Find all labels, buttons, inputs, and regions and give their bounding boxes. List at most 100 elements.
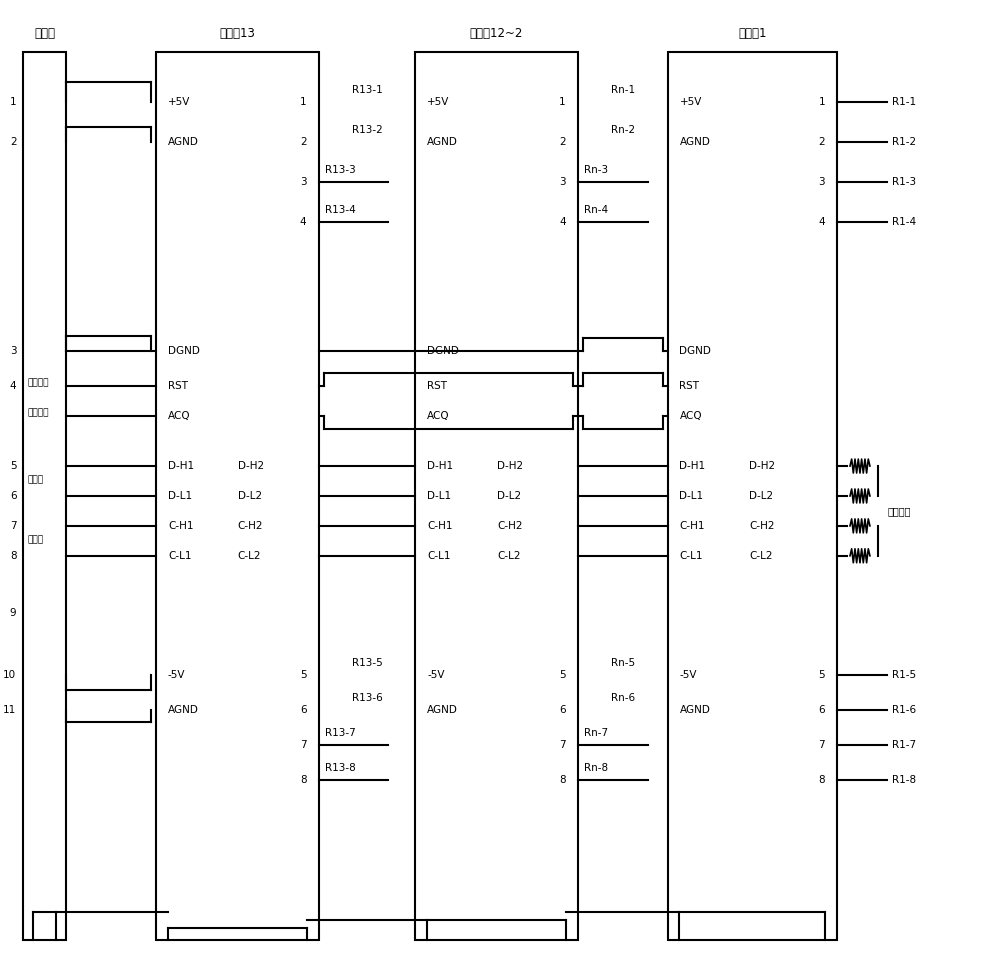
Text: C-L1: C-L1 (679, 551, 703, 561)
Text: 3: 3 (559, 177, 566, 186)
Text: R1-5: R1-5 (892, 670, 916, 681)
Text: 采集板1: 采集板1 (738, 27, 767, 40)
Text: 2: 2 (10, 137, 16, 147)
Text: 6: 6 (818, 705, 825, 716)
Text: 1: 1 (10, 97, 16, 107)
Text: 4: 4 (818, 217, 825, 227)
Text: 7: 7 (10, 520, 16, 531)
Text: 7: 7 (818, 740, 825, 751)
Text: 2: 2 (818, 137, 825, 147)
Text: Rn-6: Rn-6 (611, 693, 635, 703)
Text: 3: 3 (300, 177, 307, 186)
Text: R13-3: R13-3 (325, 165, 355, 175)
Text: R13-7: R13-7 (325, 728, 355, 738)
Text: -5V: -5V (679, 670, 697, 681)
Text: 2: 2 (300, 137, 307, 147)
Text: +5V: +5V (168, 97, 190, 107)
Text: 5: 5 (10, 461, 16, 471)
Text: C-H1: C-H1 (168, 520, 193, 531)
Text: R13-6: R13-6 (352, 693, 382, 703)
Text: 10: 10 (3, 670, 16, 681)
Text: 5: 5 (818, 670, 825, 681)
Text: D-L1: D-L1 (168, 491, 192, 501)
Text: C-H2: C-H2 (497, 520, 523, 531)
Text: 11: 11 (3, 705, 16, 716)
Text: 采集信号: 采集信号 (27, 409, 49, 418)
Text: 1: 1 (818, 97, 825, 107)
Text: 8: 8 (818, 775, 825, 786)
Text: R13-2: R13-2 (352, 125, 382, 135)
Text: Rn-1: Rn-1 (611, 85, 635, 95)
Text: Rn-8: Rn-8 (584, 763, 608, 773)
Text: 2: 2 (559, 137, 566, 147)
Text: 3: 3 (818, 177, 825, 186)
Text: C-L2: C-L2 (238, 551, 261, 561)
Text: RST: RST (168, 382, 188, 391)
Text: ACQ: ACQ (679, 411, 702, 421)
Text: Rn-3: Rn-3 (584, 165, 608, 175)
Text: R1-1: R1-1 (892, 97, 916, 107)
Text: D-H1: D-H1 (679, 461, 706, 471)
Text: 4: 4 (10, 382, 16, 391)
Text: +5V: +5V (679, 97, 702, 107)
Text: D-H1: D-H1 (427, 461, 453, 471)
Text: 7: 7 (559, 740, 566, 751)
Text: D-L1: D-L1 (679, 491, 704, 501)
Text: C-L1: C-L1 (427, 551, 451, 561)
Text: 8: 8 (300, 775, 307, 786)
Text: 采集板12~2: 采集板12~2 (470, 27, 523, 40)
Text: +5V: +5V (427, 97, 450, 107)
Text: DGND: DGND (679, 347, 711, 356)
Text: 4: 4 (300, 217, 307, 227)
Text: D-H2: D-H2 (497, 461, 523, 471)
Text: DGND: DGND (168, 347, 200, 356)
Text: RST: RST (427, 382, 447, 391)
Text: ACQ: ACQ (168, 411, 191, 421)
Text: AGND: AGND (679, 137, 710, 147)
Text: C-L2: C-L2 (497, 551, 521, 561)
Text: 控制板: 控制板 (34, 27, 55, 40)
Text: 4: 4 (559, 217, 566, 227)
Text: D-L1: D-L1 (427, 491, 451, 501)
Text: R1-7: R1-7 (892, 740, 916, 751)
Text: 9: 9 (10, 608, 16, 618)
Text: C-H1: C-H1 (427, 520, 453, 531)
Text: AGND: AGND (168, 137, 199, 147)
Text: C-H2: C-H2 (238, 520, 263, 531)
Text: Rn-2: Rn-2 (611, 125, 635, 135)
Text: C-L1: C-L1 (168, 551, 191, 561)
Text: C-L2: C-L2 (749, 551, 773, 561)
Text: AGND: AGND (168, 705, 199, 716)
Text: -5V: -5V (168, 670, 185, 681)
Text: DGND: DGND (427, 347, 459, 356)
Text: D-L2: D-L2 (749, 491, 773, 501)
Text: 3: 3 (10, 347, 16, 356)
Text: R13-4: R13-4 (325, 205, 355, 215)
Text: D-H1: D-H1 (168, 461, 194, 471)
Text: R1-3: R1-3 (892, 177, 916, 186)
Text: Rn-7: Rn-7 (584, 728, 608, 738)
Text: Rn-4: Rn-4 (584, 205, 608, 215)
Text: C-H2: C-H2 (749, 520, 775, 531)
Text: 5: 5 (300, 670, 307, 681)
Text: D-L2: D-L2 (497, 491, 521, 501)
Text: 复位信号: 复位信号 (27, 379, 49, 387)
Text: 6: 6 (10, 491, 16, 501)
Text: 1: 1 (300, 97, 307, 107)
Text: -5V: -5V (427, 670, 445, 681)
Text: D-H2: D-H2 (749, 461, 775, 471)
Text: 8: 8 (10, 551, 16, 561)
Text: 6: 6 (559, 705, 566, 716)
Text: 匹配电阻: 匹配电阻 (888, 506, 911, 516)
Text: R1-6: R1-6 (892, 705, 916, 716)
Text: R13-8: R13-8 (325, 763, 355, 773)
Text: 数据线: 数据线 (27, 476, 43, 485)
Text: C-H1: C-H1 (679, 520, 705, 531)
Text: R1-8: R1-8 (892, 775, 916, 786)
Text: R1-4: R1-4 (892, 217, 916, 227)
Text: D-L2: D-L2 (238, 491, 262, 501)
Text: ACQ: ACQ (427, 411, 450, 421)
Text: D-H2: D-H2 (238, 461, 264, 471)
Text: RST: RST (679, 382, 699, 391)
Text: 1: 1 (559, 97, 566, 107)
